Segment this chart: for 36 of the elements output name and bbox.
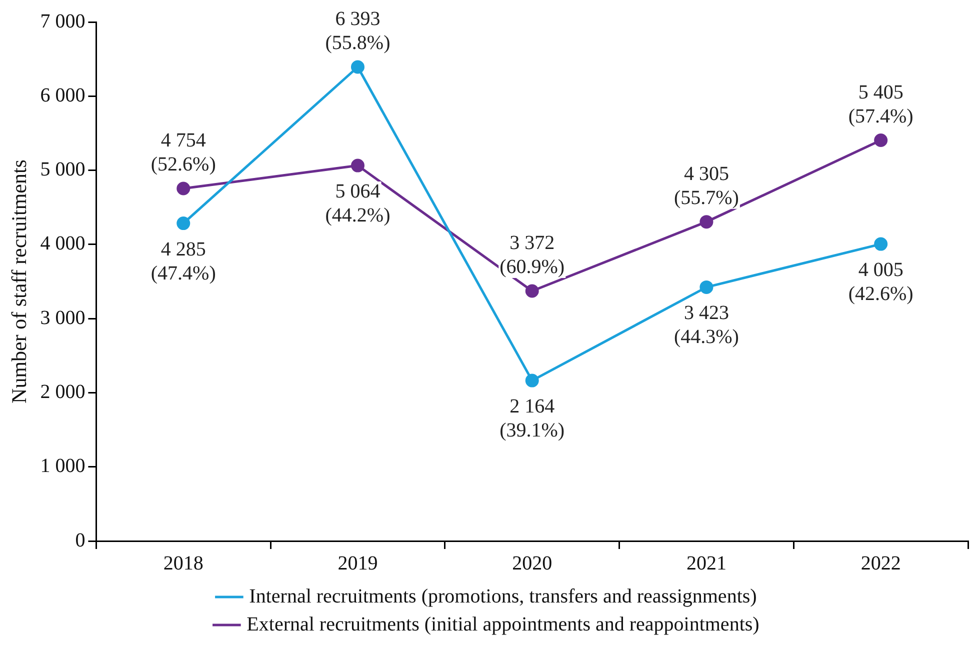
point (700, 215, 714, 229)
data-label: 5 064 (44.2%) (325, 180, 390, 227)
data-label: 4 285 (47.4%) (150, 238, 216, 284)
point (525, 284, 539, 298)
data-label: 3 423 (44.3%) (674, 302, 739, 348)
point (350, 158, 364, 172)
data-label: 2 164 (39.1%) (500, 396, 565, 442)
data-label: 3 372 (60.9%) (500, 232, 565, 278)
data-label: 4 305 (55.7%) (674, 162, 739, 209)
y-tick-label: 3 000 (40, 306, 86, 329)
y-tick-label: 4 000 (40, 232, 86, 255)
data-label: 4 005 (42.6%) (848, 259, 914, 306)
data-label: 6 393 (55.8%) (325, 8, 390, 54)
x-tick-label: 2021 (686, 552, 726, 574)
x-tick-label: 2020 (512, 552, 552, 574)
y-tick-label: 1 000 (40, 455, 86, 478)
y-tick-label: 6 000 (40, 84, 86, 106)
y-axis-title: Number of staff recruitments (7, 160, 32, 404)
y-tick-label: 5 000 (40, 158, 86, 181)
point (874, 134, 888, 148)
point (700, 280, 714, 294)
x-tick-label: 2018 (163, 552, 204, 574)
data-label: 4 754 (52.6%) (150, 130, 216, 176)
data-label: 5 405 (57.4%) (848, 81, 914, 128)
legend-label: Internal recruitments (promotions, transfers and reassignments) (249, 585, 757, 608)
y-tick-label: 7 000 (40, 10, 86, 32)
y-tick-label: 0 (75, 529, 86, 552)
legend-label: External recruitments (initial appointments and reappointments) (246, 613, 760, 636)
x-tick-label: 2019 (338, 552, 378, 574)
y-tick-label: 2 000 (40, 380, 86, 403)
point (874, 237, 888, 251)
point (350, 60, 364, 74)
point (176, 182, 190, 196)
point (525, 374, 539, 388)
point (176, 216, 190, 230)
x-tick-label: 2022 (860, 552, 901, 574)
